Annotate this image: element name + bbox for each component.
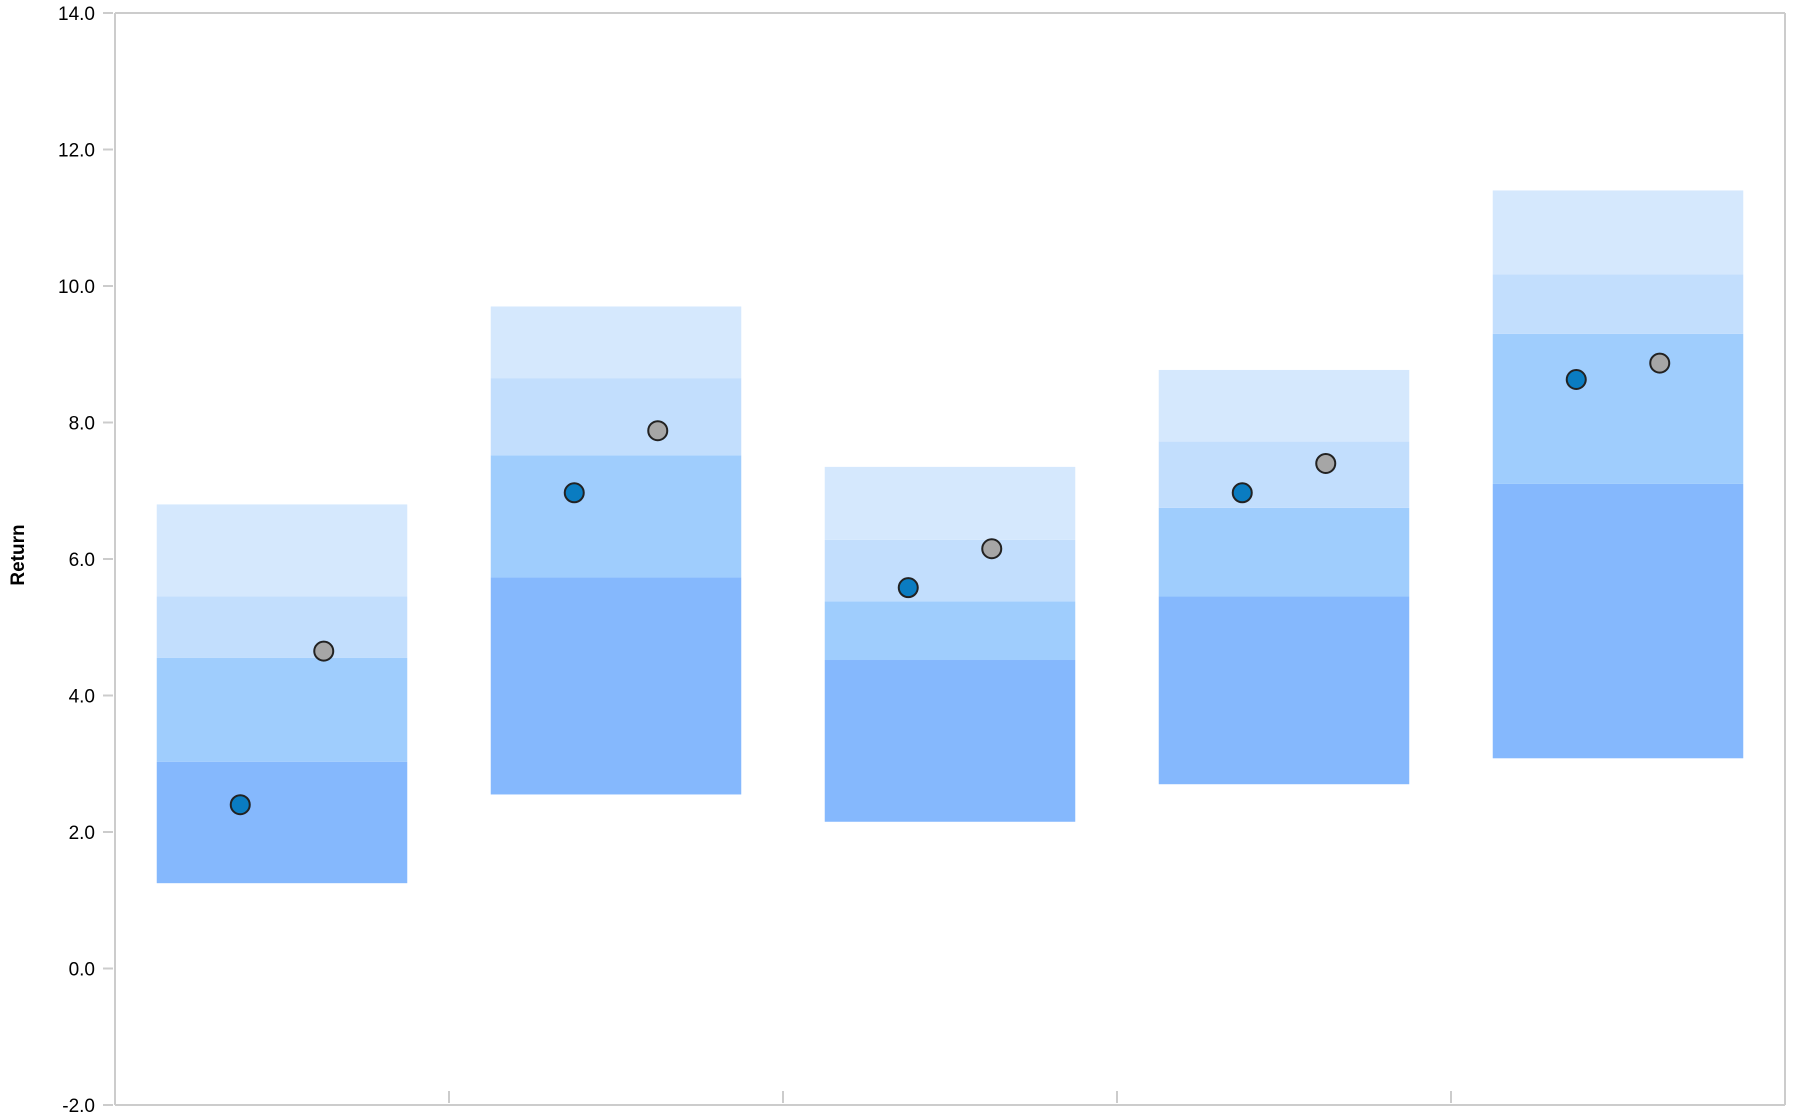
data-point (1315, 452, 1337, 474)
range-band (1158, 596, 1410, 785)
y-tick-label: 14.0 (58, 4, 95, 25)
range-band (156, 596, 408, 658)
data-point (313, 640, 335, 662)
range-band (156, 761, 408, 884)
data-point (1565, 369, 1587, 391)
y-axis-title: Return (8, 524, 29, 585)
y-tick-label: 12.0 (58, 141, 95, 162)
data-point (647, 420, 669, 442)
y-tick-label: 8.0 (69, 414, 95, 435)
range-band (824, 660, 1076, 822)
range-band (156, 657, 408, 762)
range-band (490, 378, 742, 456)
range-band (490, 306, 742, 379)
plot-frame (114, 12, 1786, 1106)
range-band (1158, 441, 1410, 508)
range-band (490, 577, 742, 795)
range-band (1492, 190, 1744, 275)
range-band (1492, 483, 1744, 759)
range-band (824, 539, 1076, 602)
data-point (1231, 482, 1253, 504)
range-band (1158, 507, 1410, 597)
data-point (897, 577, 919, 599)
range-band (1492, 333, 1744, 484)
data-point (229, 794, 251, 816)
y-tick-label: 0.0 (69, 960, 95, 981)
y-tick-label: 2.0 (69, 823, 95, 844)
range-band (824, 601, 1076, 661)
x-axis (448, 1091, 1452, 1103)
data-point (981, 538, 1003, 560)
y-axis: -2.0 0.0 2.0 4.0 6.0 8.0 10.0 12.0 14.0 (58, 4, 113, 1117)
y-tick-label: -2.0 (62, 1096, 95, 1117)
data-point (1649, 352, 1671, 374)
data-point (563, 482, 585, 504)
y-tick-label: 6.0 (69, 550, 95, 571)
range-band (1158, 369, 1410, 442)
range-band (156, 504, 408, 597)
data-points (229, 352, 1671, 816)
y-tick-label: 10.0 (58, 277, 95, 298)
range-band (490, 455, 742, 578)
range-band (824, 466, 1076, 540)
y-tick-label: 4.0 (69, 687, 95, 708)
range-bands (156, 190, 1744, 884)
range-band (1492, 274, 1744, 334)
